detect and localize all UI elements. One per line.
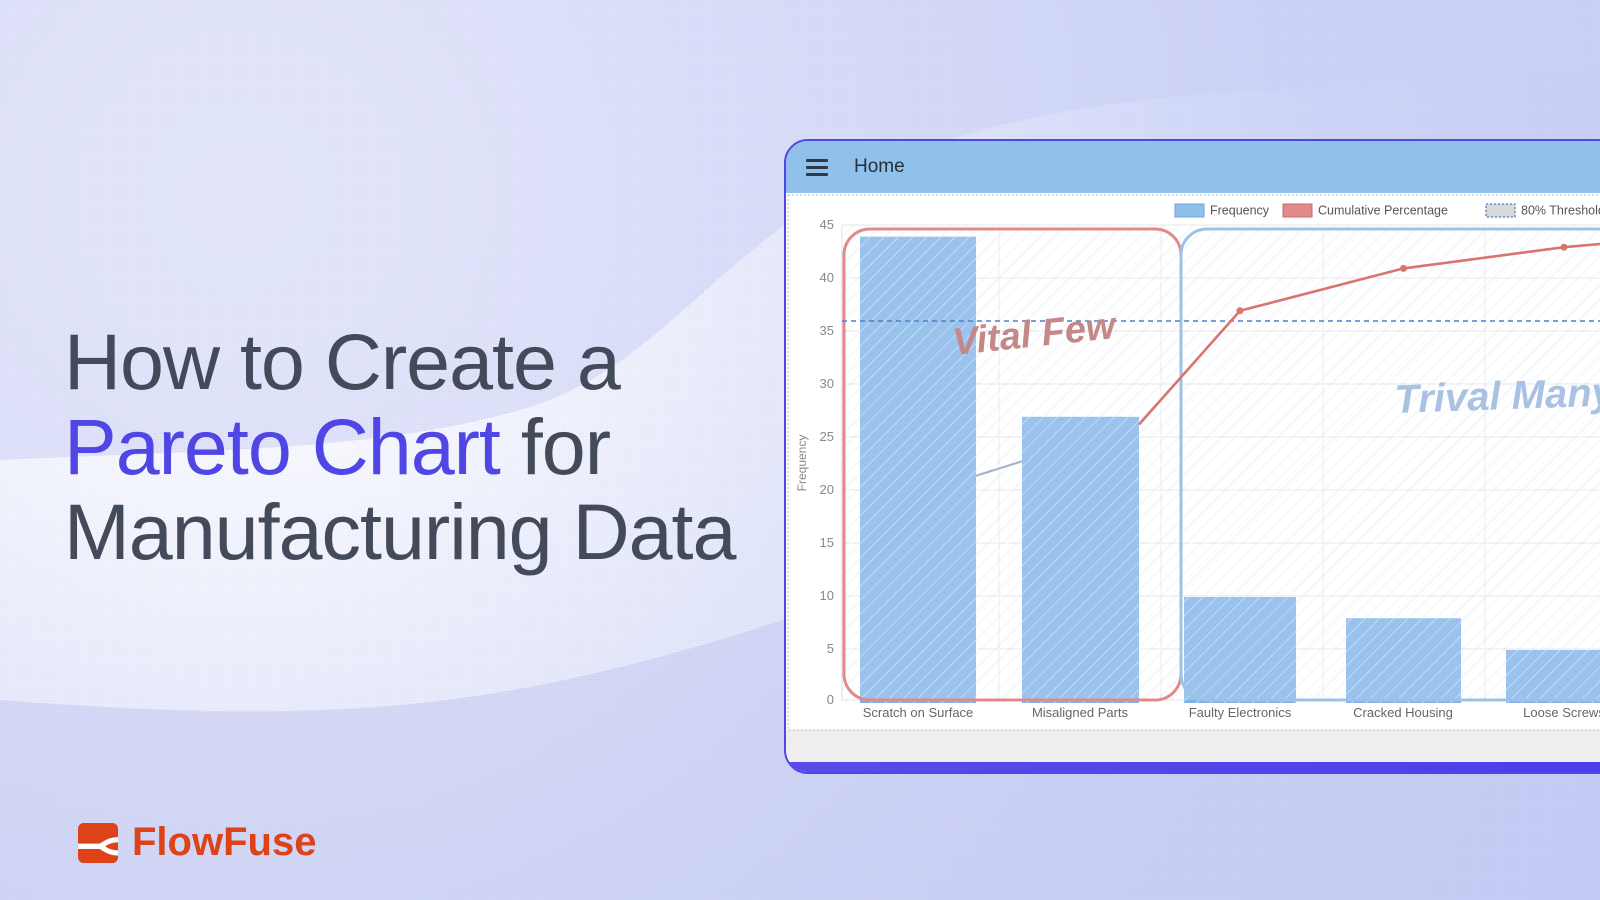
- svg-text:40: 40: [820, 270, 834, 285]
- svg-text:80% Threshold: 80% Threshold: [1521, 204, 1600, 218]
- svg-text:35: 35: [820, 323, 834, 338]
- svg-text:Loose Screws: Loose Screws: [1523, 705, 1600, 720]
- svg-text:25: 25: [820, 429, 834, 444]
- svg-text:Frequency: Frequency: [795, 435, 809, 492]
- svg-text:30: 30: [820, 376, 834, 391]
- svg-text:Faulty Electronics: Faulty Electronics: [1189, 705, 1292, 720]
- svg-text:Frequency: Frequency: [1210, 204, 1270, 218]
- svg-text:15: 15: [820, 535, 834, 550]
- svg-text:0: 0: [827, 692, 834, 707]
- svg-text:45: 45: [820, 217, 834, 232]
- svg-text:10: 10: [820, 588, 834, 603]
- svg-text:Trival Many: Trival Many: [1394, 370, 1600, 422]
- svg-text:Scratch on Surface: Scratch on Surface: [863, 705, 974, 720]
- svg-text:20: 20: [820, 482, 834, 497]
- svg-text:Misaligned Parts: Misaligned Parts: [1032, 705, 1129, 720]
- svg-text:5: 5: [827, 641, 834, 656]
- svg-text:Cracked Housing: Cracked Housing: [1353, 705, 1453, 720]
- svg-text:Cumulative Percentage: Cumulative Percentage: [1318, 204, 1448, 218]
